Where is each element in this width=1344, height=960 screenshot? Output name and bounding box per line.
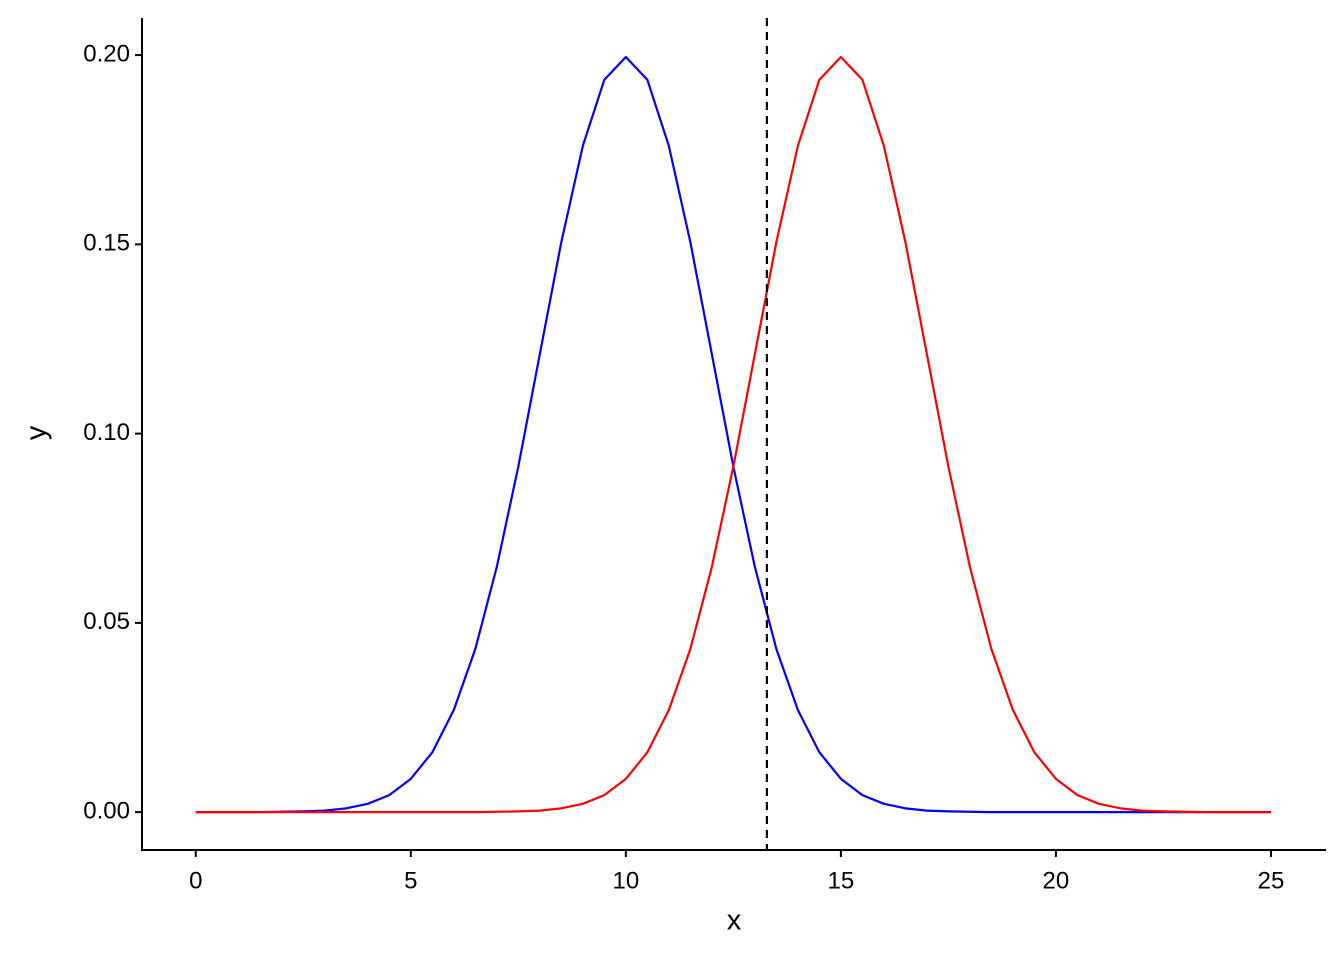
y-tick-label: 0.15	[83, 230, 130, 257]
y-tick-label: 0.05	[83, 608, 130, 635]
curve	[195, 55, 1271, 814]
x-tick-label: 5	[404, 867, 417, 894]
y-axis-title: y	[21, 425, 53, 440]
x-tick-label: 10	[612, 867, 639, 894]
x-tick-label: 0	[189, 867, 202, 894]
curve	[195, 55, 1271, 814]
x-axis-title: x	[727, 905, 742, 937]
y-tick-label: 0.10	[83, 419, 130, 446]
y-tick-label: 0.20	[83, 40, 130, 67]
x-tick-label: 15	[828, 867, 855, 894]
x-tick-label: 20	[1043, 867, 1070, 894]
x-tick-label: 25	[1258, 867, 1285, 894]
y-tick-label: 0.00	[83, 797, 130, 824]
